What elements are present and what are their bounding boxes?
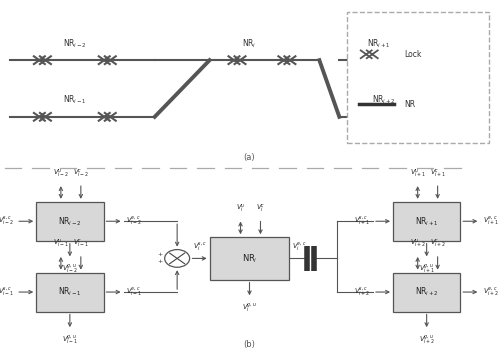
FancyBboxPatch shape — [347, 12, 489, 143]
Text: $V^{e,c}_{i-2}$: $V^{e,c}_{i-2}$ — [126, 215, 142, 227]
Text: NR$_{i}$: NR$_{i}$ — [243, 37, 256, 50]
Text: Lock: Lock — [404, 50, 422, 59]
Bar — [36, 273, 104, 312]
Text: $V^{u}_{i-2}$: $V^{u}_{i-2}$ — [53, 168, 69, 180]
Text: $V^{c}_{i-2}$: $V^{c}_{i-2}$ — [73, 168, 89, 180]
Text: NR$_{i-1}$: NR$_{i-1}$ — [63, 94, 87, 106]
Text: $V^{g,u}_{i-1}$: $V^{g,u}_{i-1}$ — [62, 333, 78, 346]
Text: $V^{u}_{i+1}$: $V^{u}_{i+1}$ — [410, 168, 426, 180]
Text: $V^{g,u}_{i}$: $V^{g,u}_{i}$ — [242, 302, 257, 314]
Text: $V^{c}_{i+2}$: $V^{c}_{i+2}$ — [430, 239, 446, 251]
Text: $V^{e,c}_{i-1}$: $V^{e,c}_{i-1}$ — [126, 286, 142, 298]
Bar — [393, 273, 460, 312]
Text: NR$_{i-2}$: NR$_{i-2}$ — [58, 215, 82, 228]
Text: (b): (b) — [244, 340, 255, 349]
Text: NR$_{i+2}$: NR$_{i+2}$ — [372, 94, 396, 106]
Text: NR$_{i-1}$: NR$_{i-1}$ — [58, 286, 82, 298]
Text: $V^{s,c}_{i+2}$: $V^{s,c}_{i+2}$ — [354, 286, 370, 298]
Text: NR$_{i+1}$: NR$_{i+1}$ — [415, 215, 439, 228]
Text: +: + — [157, 259, 162, 264]
Text: $V^{c}_{i+1}$: $V^{c}_{i+1}$ — [430, 168, 446, 180]
Bar — [393, 202, 460, 241]
Text: $V^{u}_{i-1}$: $V^{u}_{i-1}$ — [53, 239, 69, 251]
Text: NR: NR — [404, 99, 415, 109]
Bar — [36, 202, 104, 241]
Text: NR$_{i+2}$: NR$_{i+2}$ — [415, 286, 439, 298]
Text: $V^{g,u}_{i+1}$: $V^{g,u}_{i+1}$ — [419, 263, 435, 275]
Text: $V^{g,u}_{i-2}$: $V^{g,u}_{i-2}$ — [62, 263, 78, 275]
Bar — [210, 237, 289, 280]
Text: $V^{c}_{i-1}$: $V^{c}_{i-1}$ — [73, 239, 89, 251]
Text: NR$_{i-2}$: NR$_{i-2}$ — [63, 37, 87, 50]
Text: $V^{s,c}_{i-2}$: $V^{s,c}_{i-2}$ — [0, 215, 14, 227]
Text: $V^{c}_{i}$: $V^{c}_{i}$ — [255, 203, 265, 215]
Text: NR$_{i}$: NR$_{i}$ — [242, 252, 257, 265]
Circle shape — [165, 250, 190, 267]
Text: $V^{e,c}_{i}$: $V^{e,c}_{i}$ — [292, 241, 306, 253]
Text: $V^{g,u}_{i+2}$: $V^{g,u}_{i+2}$ — [419, 333, 435, 346]
Text: $V^{e,c}_{i+1}$: $V^{e,c}_{i+1}$ — [483, 215, 499, 227]
Text: $V^{u}_{i}$: $V^{u}_{i}$ — [236, 203, 246, 215]
Text: $V^{u}_{i+2}$: $V^{u}_{i+2}$ — [410, 239, 426, 251]
Text: $V^{s,c}_{i-1}$: $V^{s,c}_{i-1}$ — [0, 286, 14, 298]
Text: (a): (a) — [244, 153, 255, 162]
Text: $V^{s,c}_{i+1}$: $V^{s,c}_{i+1}$ — [354, 215, 370, 227]
Text: NR$_{i+1}$: NR$_{i+1}$ — [367, 37, 391, 50]
Text: +: + — [157, 252, 162, 257]
Text: $V^{s,c}_{i}$: $V^{s,c}_{i}$ — [193, 241, 207, 253]
Text: $V^{e,c}_{i+2}$: $V^{e,c}_{i+2}$ — [483, 286, 499, 298]
